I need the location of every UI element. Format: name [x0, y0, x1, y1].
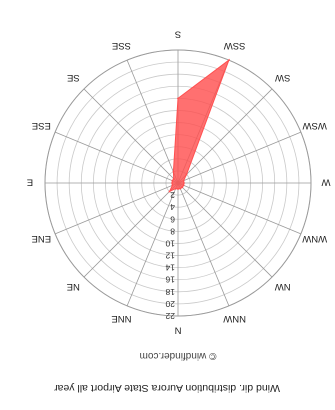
grid-spoke [83, 182, 179, 278]
radial-tick-labels: 2 4 6 8 10 12 14 16 18 20 22 [165, 190, 175, 321]
radial-tick-label: 22 [165, 311, 175, 321]
data-point [185, 173, 188, 176]
radial-tick-label: 2 [170, 190, 175, 200]
direction-label: NNW [223, 313, 246, 324]
direction-label: SE [67, 72, 80, 83]
direction-label: W [321, 177, 330, 188]
direction-label: N [174, 325, 181, 336]
data-point [174, 187, 177, 190]
radial-tick-label: 10 [165, 238, 175, 248]
radial-tick-label: 18 [165, 287, 175, 297]
data-point [182, 179, 185, 182]
direction-labels: N NNE NE ENE E ESE SE SSE S SSW SW WSW W WNW NW NNW [27, 29, 331, 336]
direction-label: S [175, 29, 181, 40]
radial-tick-label: 16 [165, 275, 175, 285]
direction-label: WNW [302, 233, 327, 244]
data-point [168, 190, 171, 193]
radial-tick-label: 20 [165, 299, 175, 309]
grid-spoke [54, 131, 179, 184]
grid-spoke [83, 88, 179, 184]
data-point [171, 179, 174, 182]
data-point [177, 97, 179, 100]
direction-label: SW [275, 72, 290, 83]
radial-tick-label: 12 [165, 251, 175, 261]
direction-label: E [27, 177, 33, 188]
direction-label: ESE [32, 120, 51, 131]
data-point [172, 170, 175, 173]
radial-tick-label: 4 [170, 202, 175, 212]
direction-label: NW [275, 281, 291, 292]
direction-label: ENE [32, 233, 52, 244]
grid-spoke [177, 182, 230, 307]
grid-spoke [177, 88, 273, 184]
data-point [177, 188, 179, 190]
grid-spoke [177, 182, 273, 278]
grid-spoke [126, 182, 179, 307]
grid-spoke [54, 182, 179, 235]
data-point [171, 182, 173, 184]
data-point [182, 184, 185, 187]
data-point [183, 182, 185, 184]
grid-spoke [177, 131, 302, 184]
watermark-text: © windfinder.com [140, 350, 217, 361]
series-layer [168, 58, 230, 193]
direction-label: SSE [112, 40, 131, 51]
radial-tick-label: 6 [170, 214, 175, 224]
data-point [179, 187, 182, 190]
chart-title: Wind dir. distribution Aurora State Airp… [54, 382, 280, 394]
direction-label: NE [67, 281, 80, 292]
grid-spoke [126, 59, 179, 184]
data-point [228, 59, 230, 61]
radial-tick-label: 8 [170, 226, 175, 236]
grid-spoke [177, 182, 302, 235]
direction-label: NNE [111, 313, 131, 324]
data-point [181, 186, 184, 189]
data-point [171, 184, 174, 187]
data-point [172, 177, 175, 180]
radial-tick-label: 14 [165, 263, 175, 273]
direction-label: WSW [303, 120, 327, 131]
direction-label: SSW [224, 40, 246, 51]
